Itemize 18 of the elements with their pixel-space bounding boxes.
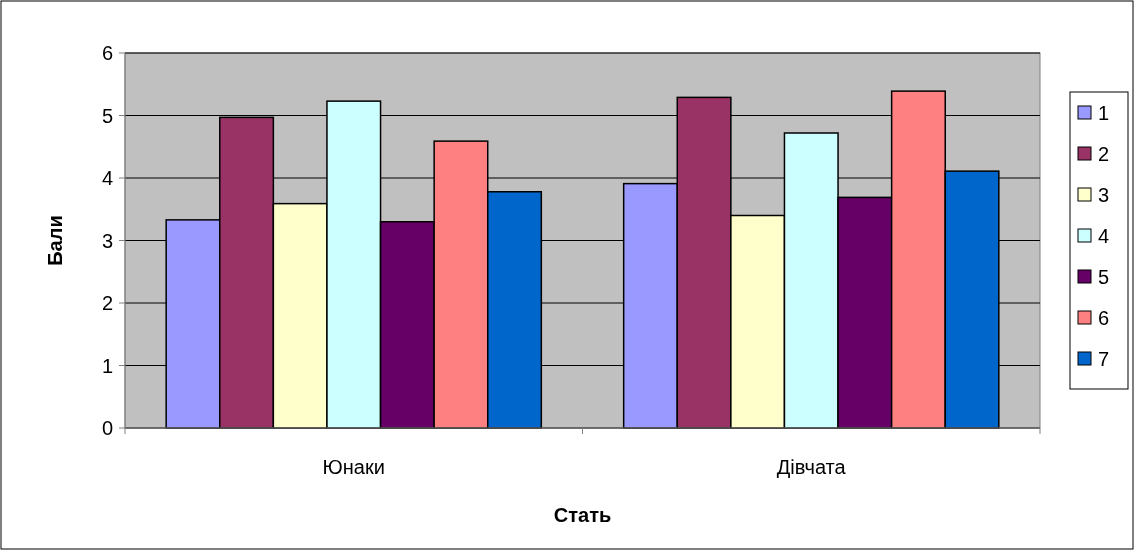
y-tick-label: 4 — [101, 167, 113, 189]
legend-label: 6 — [1098, 307, 1110, 329]
legend-label: 5 — [1098, 266, 1110, 288]
y-tick-label: 5 — [101, 104, 113, 127]
x-axis-title: Стать — [553, 504, 612, 526]
y-tick-label: 3 — [101, 229, 113, 252]
x-tick-label: Юнаки — [322, 456, 385, 478]
legend-label: 1 — [1098, 102, 1110, 124]
legend-label: 7 — [1098, 348, 1110, 370]
legend-label: 2 — [1098, 143, 1110, 165]
x-tick-label: Дівчата — [776, 456, 847, 478]
y-tick-label: 2 — [101, 292, 113, 314]
y-tick-label: 6 — [101, 42, 113, 64]
legend-label: 3 — [1098, 184, 1110, 206]
y-tick-label: 1 — [101, 354, 113, 377]
y-axis-title: Бали — [44, 215, 66, 266]
y-tick-label: 0 — [101, 417, 113, 439]
legend-label: 4 — [1098, 225, 1110, 247]
